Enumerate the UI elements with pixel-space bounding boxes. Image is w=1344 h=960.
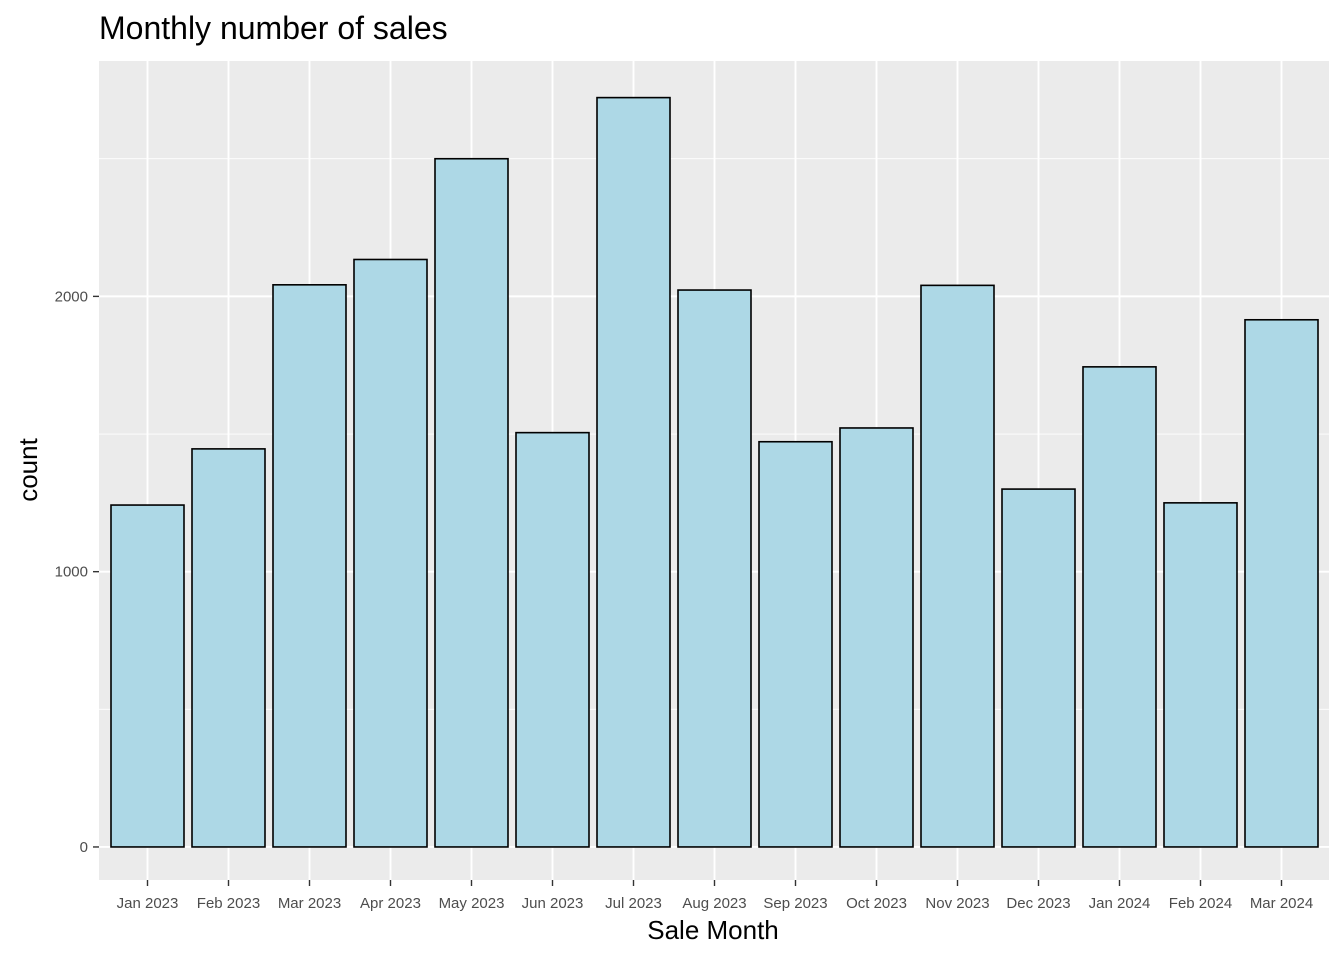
bar-apr-2023	[353, 258, 428, 848]
bar-aug-2023	[677, 289, 752, 848]
bar-dec-2023	[1001, 488, 1076, 848]
bar-nov-2023	[920, 284, 995, 848]
x-tick-label: Feb 2023	[197, 895, 260, 912]
y-tick-label: 0	[80, 839, 88, 856]
y-axis-title: count	[13, 437, 43, 501]
x-tick-label: Jan 2024	[1089, 895, 1151, 912]
bar-jun-2023	[515, 431, 590, 848]
bar-oct-2023	[839, 427, 914, 848]
axes: 0 1000 2000 Jan 2023 Feb 2023 Mar 2023 Apr 202…	[55, 288, 1314, 912]
bar-feb-2024	[1163, 502, 1238, 848]
x-tick-label: Nov 2023	[925, 895, 989, 912]
bar-feb-2023	[191, 448, 266, 848]
bar-sep-2023	[758, 440, 833, 848]
bar-may-2023	[434, 157, 509, 848]
y-tick-label: 2000	[55, 288, 88, 305]
x-tick-label: May 2023	[439, 895, 505, 912]
x-tick-label: Jul 2023	[605, 895, 662, 912]
x-tick-label: Mar 2024	[1250, 895, 1313, 912]
x-tick-label: Apr 2023	[360, 895, 421, 912]
x-axis-title: Sale Month	[647, 915, 779, 945]
bars	[110, 96, 1319, 848]
x-tick-label: Aug 2023	[682, 895, 746, 912]
y-tick-label: 1000	[55, 564, 88, 581]
x-tick-label: Jan 2023	[117, 895, 179, 912]
bar-mar-2023	[272, 284, 347, 848]
bar-jan-2023	[110, 504, 185, 848]
bar-jan-2024	[1082, 366, 1157, 848]
bar-mar-2024	[1244, 318, 1319, 848]
x-tick-label: Jun 2023	[522, 895, 584, 912]
bar-jul-2023	[596, 96, 671, 848]
x-tick-label: Oct 2023	[846, 895, 907, 912]
x-tick-label: Mar 2023	[278, 895, 341, 912]
chart-title: Monthly number of sales	[99, 10, 448, 46]
x-tick-label: Dec 2023	[1006, 895, 1070, 912]
x-tick-label: Sep 2023	[763, 895, 827, 912]
x-tick-label: Feb 2024	[1169, 895, 1232, 912]
